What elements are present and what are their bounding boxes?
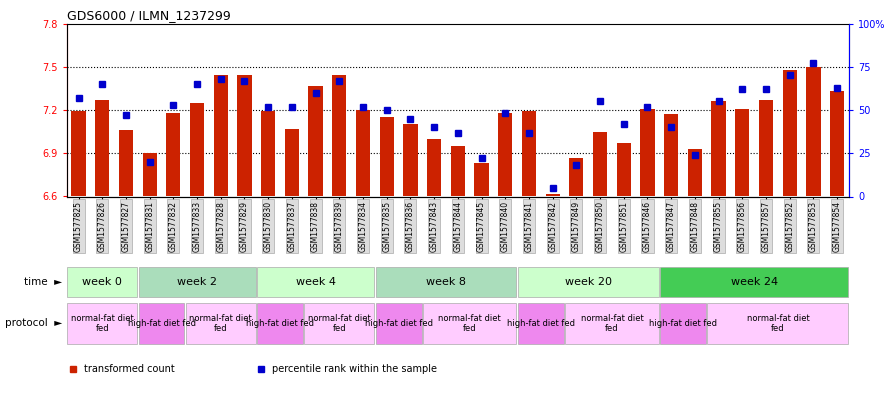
Bar <box>735 108 749 196</box>
Bar <box>660 267 848 297</box>
Bar <box>522 112 536 196</box>
Bar <box>375 303 421 343</box>
Bar <box>423 303 517 343</box>
Text: normal-fat diet
fed: normal-fat diet fed <box>189 314 252 333</box>
Bar <box>71 112 85 196</box>
Bar <box>806 67 821 196</box>
Bar <box>308 86 323 196</box>
Bar <box>708 303 848 343</box>
Text: week 2: week 2 <box>177 277 217 287</box>
Bar <box>451 146 465 196</box>
Text: time  ►: time ► <box>24 277 62 287</box>
Bar <box>498 113 512 196</box>
Bar <box>261 112 276 196</box>
Bar <box>565 303 659 343</box>
Bar <box>593 132 607 196</box>
Bar <box>711 101 725 196</box>
Bar <box>640 108 654 196</box>
Text: week 24: week 24 <box>731 277 778 287</box>
Bar <box>304 303 374 343</box>
Bar <box>186 303 256 343</box>
Bar <box>475 163 489 196</box>
Text: high-fat diet fed: high-fat diet fed <box>649 319 717 328</box>
Text: week 4: week 4 <box>296 277 335 287</box>
Bar <box>356 110 370 196</box>
Bar <box>427 139 441 196</box>
Bar <box>257 303 303 343</box>
Text: protocol  ►: protocol ► <box>5 318 62 328</box>
Bar <box>569 158 583 196</box>
Bar <box>375 267 517 297</box>
Text: week 8: week 8 <box>426 277 466 287</box>
Bar <box>332 75 347 196</box>
Bar <box>257 267 374 297</box>
Text: week 0: week 0 <box>83 277 122 287</box>
Bar <box>830 91 845 196</box>
Bar <box>139 303 185 343</box>
Bar <box>119 130 133 196</box>
Text: normal-fat diet
fed: normal-fat diet fed <box>308 314 371 333</box>
Bar <box>237 75 252 196</box>
Text: normal-fat diet
fed: normal-fat diet fed <box>71 314 133 333</box>
Text: week 20: week 20 <box>565 277 612 287</box>
Bar <box>68 303 137 343</box>
Bar <box>95 100 109 196</box>
Text: percentile rank within the sample: percentile rank within the sample <box>272 364 436 375</box>
Bar <box>759 100 773 196</box>
Bar <box>139 267 256 297</box>
Bar <box>517 267 659 297</box>
Bar <box>213 75 228 196</box>
Bar <box>617 143 631 196</box>
Bar <box>660 303 706 343</box>
Bar <box>166 113 180 196</box>
Bar <box>546 194 560 196</box>
Bar <box>380 117 394 196</box>
Text: normal-fat diet
fed: normal-fat diet fed <box>438 314 501 333</box>
Bar <box>517 303 564 343</box>
Text: GDS6000 / ILMN_1237299: GDS6000 / ILMN_1237299 <box>67 9 230 22</box>
Bar <box>688 149 702 196</box>
Bar <box>664 114 678 196</box>
Text: transformed count: transformed count <box>84 364 174 375</box>
Text: high-fat diet fed: high-fat diet fed <box>507 319 575 328</box>
Text: high-fat diet fed: high-fat diet fed <box>127 319 196 328</box>
Text: high-fat diet fed: high-fat diet fed <box>364 319 433 328</box>
Text: normal-fat diet
fed: normal-fat diet fed <box>581 314 644 333</box>
Bar <box>782 70 797 196</box>
Text: normal-fat diet
fed: normal-fat diet fed <box>747 314 809 333</box>
Bar <box>142 153 156 196</box>
Bar <box>284 129 299 196</box>
Bar <box>404 125 418 196</box>
Bar <box>68 267 137 297</box>
Text: high-fat diet fed: high-fat diet fed <box>246 319 314 328</box>
Bar <box>190 103 204 196</box>
